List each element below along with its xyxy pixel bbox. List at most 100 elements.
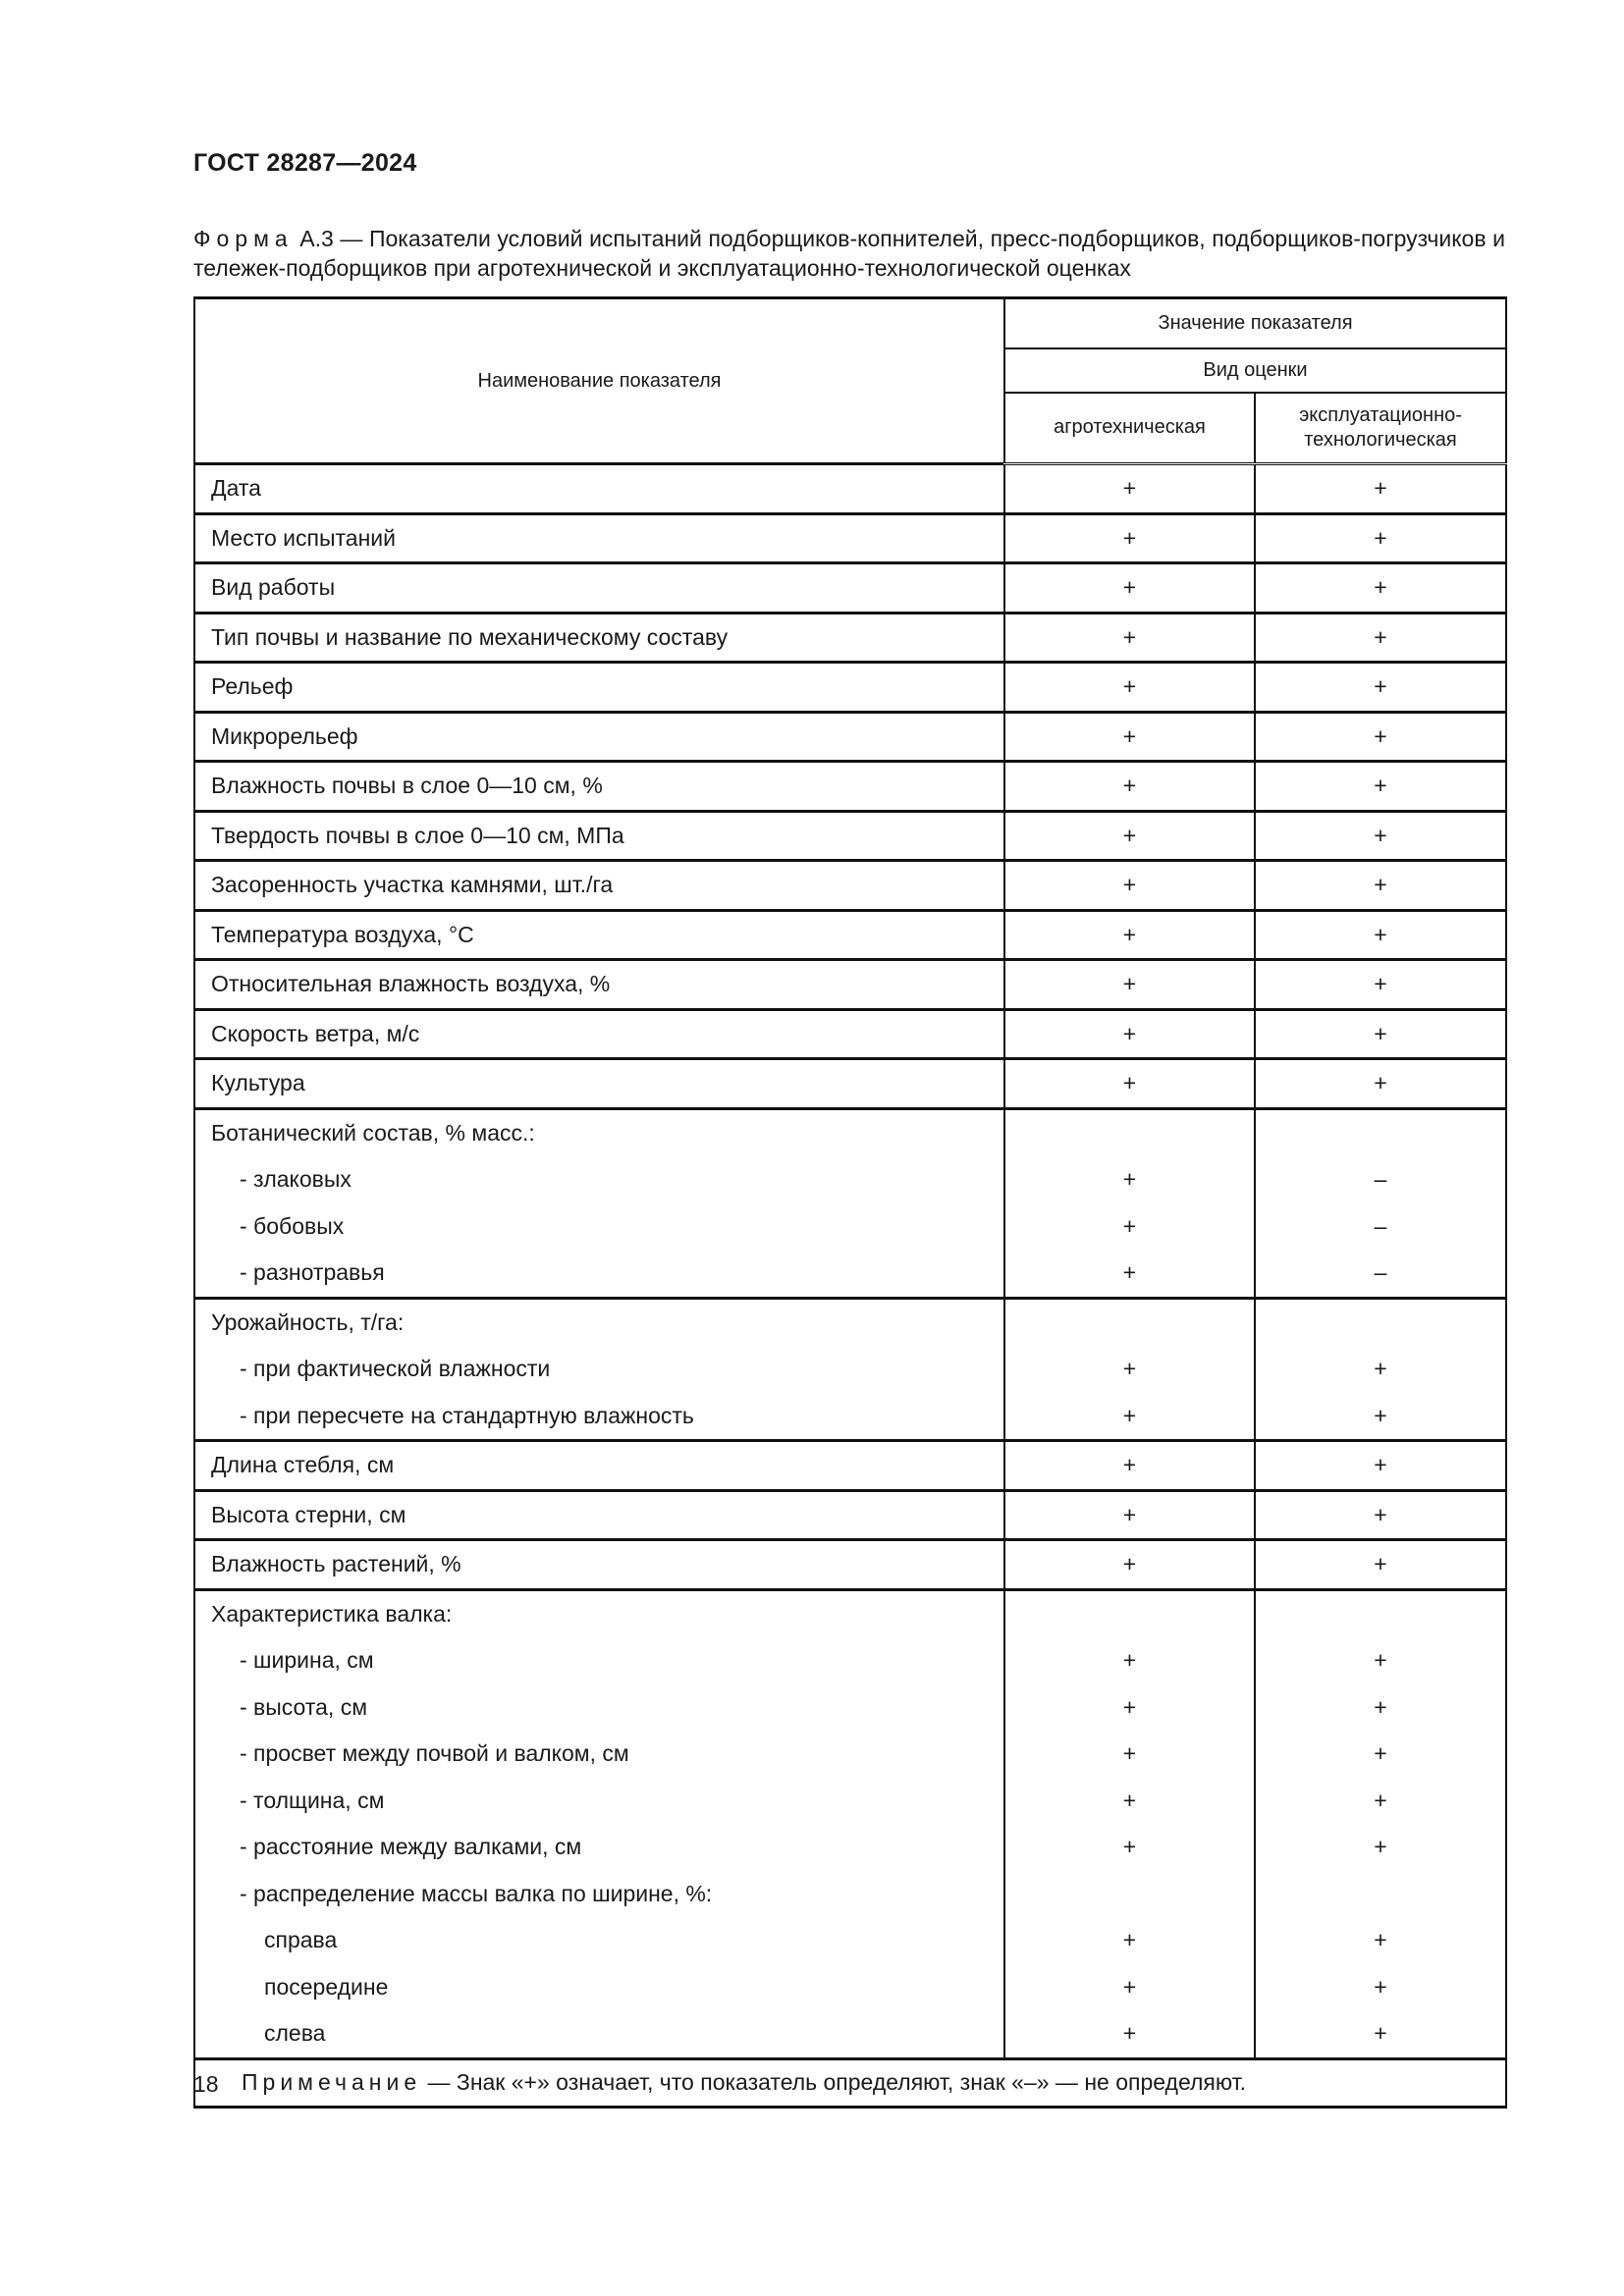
indicator-mark: + — [1374, 1787, 1387, 1813]
indicator-mark: – — [1374, 1212, 1387, 1239]
indicator-mark: + — [1122, 1212, 1137, 1239]
table-row: Скорость ветра, м/с + + — [193, 1007, 1508, 1059]
indicator-mark: + — [1122, 1452, 1137, 1478]
indicator-mark: + — [1122, 1787, 1137, 1813]
indicator-mark: + — [1122, 971, 1137, 997]
indicator-mark: + — [1122, 722, 1137, 749]
indicator-mark: + — [1374, 524, 1387, 551]
indicator-label: справа — [264, 1927, 338, 1953]
table-row: Микрорельеф + + — [193, 710, 1508, 762]
table-row: Рельеф + + — [193, 661, 1508, 712]
indicators-table: Наименование показателя Значение показат… — [192, 296, 1508, 2109]
indicator-label: Дата — [211, 475, 261, 502]
table-row: Влажность почвы в слое 0—10 см, % + + — [193, 760, 1508, 811]
indicator-mark: + — [1374, 773, 1387, 799]
indicator-label: Влажность растений, % — [211, 1551, 461, 1577]
operational-cell: + — [1253, 1488, 1508, 1540]
indicator-mark: + — [1122, 1834, 1137, 1860]
indicator-mark: – — [1374, 1259, 1387, 1286]
indicator-mark: + — [1374, 1020, 1387, 1046]
table-row: Тип почвы и название по механическому со… — [193, 611, 1508, 663]
agrotechnical-cell: + — [1003, 710, 1256, 762]
table-row: Дата + + — [193, 462, 1508, 513]
indicator-label: Урожайность, т/га: — [211, 1308, 405, 1335]
table-row: Засоренность участка камнями, шт./га + + — [193, 859, 1508, 910]
operational-cell: + — [1253, 1538, 1508, 1589]
indicator-label: Культура — [211, 1070, 305, 1096]
indicator-mark: + — [1122, 1927, 1137, 1953]
agrotechnical-cell: + — [1003, 1007, 1256, 1059]
agrotechnical-cell: + — [1003, 611, 1256, 663]
indicator-name-cell: Относительная влажность воздуха, % — [193, 958, 1005, 1009]
indicator-name-cell: Культура — [193, 1057, 1005, 1108]
agrotechnical-cell: + — [1003, 1057, 1256, 1108]
operational-cell: + — [1253, 908, 1508, 960]
agrotechnical-cell: + — [1003, 1488, 1256, 1540]
agrotechnical-cell: + — [1003, 462, 1256, 513]
indicator-label: посередине — [264, 1973, 389, 2000]
form-caption: Форма А.3 — Показатели условий испытаний… — [193, 224, 1505, 283]
indicator-mark: + — [1374, 1551, 1387, 1577]
indicator-mark: + — [1374, 1501, 1387, 1527]
indicator-mark: – — [1374, 1166, 1387, 1193]
document-id: ГОСТ 28287—2024 — [193, 149, 417, 177]
indicator-mark: + — [1374, 1740, 1387, 1767]
indicator-label: Твердость почвы в слое 0—10 см, МПа — [211, 822, 624, 848]
operational-cell: + — [1253, 561, 1508, 613]
operational-cell: + — [1253, 1439, 1508, 1490]
indicator-label: Тип почвы и название по механическому со… — [211, 623, 729, 650]
table-note: Примечание — Знак «+» означает, что пока… — [192, 2056, 1508, 2109]
indicator-mark — [1005, 1871, 1254, 1918]
indicator-label: - бобовых — [240, 1212, 345, 1239]
indicator-label: - разнотравья — [240, 1259, 385, 1286]
indicator-mark: + — [1374, 1647, 1387, 1674]
indicator-mark — [1005, 1110, 1254, 1157]
indicator-mark: + — [1122, 822, 1137, 848]
header-operational: эксплуатационно-технологическая — [1253, 391, 1508, 465]
agrotechnical-cell: + — [1003, 661, 1256, 712]
indicator-label: - расстояние между валками, см — [240, 1834, 582, 1860]
operational-cell: + — [1253, 511, 1508, 563]
indicator-label: Длина стебля, см — [211, 1452, 395, 1478]
indicator-name-cell: Вид работы — [193, 561, 1005, 613]
agrotechnical-cell: + — [1003, 809, 1256, 861]
indicator-name-cell: Температура воздуха, °С — [193, 908, 1005, 960]
indicator-mark: + — [1122, 921, 1137, 947]
indicator-mark: + — [1122, 1259, 1137, 1286]
agrotechnical-cell: + — [1003, 958, 1256, 1009]
indicator-mark: + — [1374, 1356, 1387, 1382]
table-row: Высота стерни, см + + — [193, 1488, 1508, 1540]
indicator-label: Влажность почвы в слое 0—10 см, % — [211, 773, 603, 799]
agrotechnical-cell: + + + — [1003, 1106, 1256, 1298]
indicator-label: Высота стерни, см — [211, 1501, 406, 1527]
indicator-name-cell: Ботанический состав, % масс.: - злаковых -… — [193, 1106, 1005, 1298]
indicator-name-cell: Твердость почвы в слое 0—10 см, МПа — [193, 809, 1005, 861]
indicator-label: - высота, см — [240, 1693, 368, 1720]
indicator-name-cell: Место испытаний — [193, 511, 1005, 563]
indicator-mark: + — [1122, 673, 1137, 700]
operational-cell: + — [1253, 958, 1508, 1009]
indicator-label: Засоренность участка камнями, шт./га — [211, 872, 614, 898]
indicator-label: Микрорельеф — [211, 722, 358, 749]
indicator-label: Место испытаний — [211, 524, 396, 551]
indicator-mark: + — [1374, 971, 1387, 997]
indicator-name-cell: Длина стебля, см — [193, 1439, 1005, 1490]
indicator-name-cell: Высота стерни, см — [193, 1488, 1005, 1540]
table-row: Относительная влажность воздуха, % + + — [193, 958, 1508, 1009]
note-text: — Знак «+» означает, что показатель опре… — [421, 2069, 1246, 2095]
indicator-mark: + — [1122, 872, 1137, 898]
table-row: Длина стебля, см + + — [193, 1439, 1508, 1490]
operational-cell: + — [1253, 710, 1508, 762]
agrotechnical-cell: + — [1003, 561, 1256, 613]
indicator-name-cell: Характеристика валка: - ширина, см - высот… — [193, 1587, 1005, 2058]
indicator-name-cell: Скорость ветра, м/с — [193, 1007, 1005, 1059]
indicator-name-cell: Микрорельеф — [193, 710, 1005, 762]
indicator-mark: + — [1122, 623, 1137, 650]
agrotechnical-cell: + — [1003, 760, 1256, 811]
indicator-mark — [1256, 1110, 1505, 1157]
indicator-mark: + — [1374, 623, 1387, 650]
indicator-label: - при фактической влажности — [240, 1356, 551, 1382]
operational-cell: + — [1253, 1057, 1508, 1108]
indicator-mark: + — [1374, 1402, 1387, 1428]
indicator-mark: + — [1122, 1020, 1137, 1046]
